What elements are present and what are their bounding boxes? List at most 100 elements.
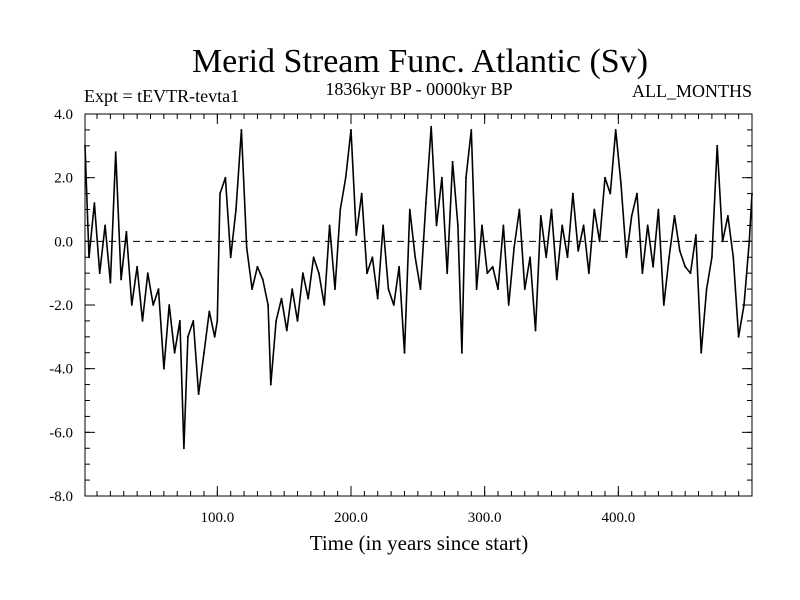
data-point — [328, 224, 331, 227]
data-point — [208, 310, 211, 313]
data-point — [312, 256, 315, 259]
data-point — [414, 256, 417, 259]
data-point — [267, 304, 269, 306]
data-point — [507, 304, 510, 306]
data-point — [366, 272, 368, 275]
data-point — [141, 320, 144, 322]
plot-frame — [84, 113, 753, 497]
series-line — [84, 125, 753, 450]
data-point — [307, 297, 310, 300]
data-point — [705, 288, 708, 290]
data-point — [163, 367, 165, 370]
data-point — [673, 215, 676, 217]
y-tick-label: -4.0 — [49, 362, 73, 378]
y-tick-label: -2.0 — [49, 298, 73, 314]
data-point — [689, 272, 692, 275]
data-point — [213, 335, 216, 338]
data-point — [355, 234, 358, 236]
data-point — [529, 256, 531, 259]
data-point — [662, 304, 665, 306]
data-point — [88, 256, 90, 259]
data-point — [360, 192, 363, 195]
data-point — [461, 351, 463, 354]
data-point — [93, 202, 96, 205]
data-point — [513, 246, 515, 249]
data-point — [721, 240, 724, 243]
data-point — [240, 129, 243, 131]
data-point — [371, 256, 374, 259]
data-point — [251, 288, 254, 290]
data-point — [470, 129, 473, 131]
data-point — [566, 256, 569, 259]
data-point — [261, 278, 264, 281]
data-point — [604, 176, 606, 179]
data-point — [625, 256, 628, 259]
data-point — [136, 265, 139, 268]
data-point — [302, 272, 304, 275]
data-point — [104, 224, 106, 227]
data-point — [518, 208, 521, 211]
data-point — [732, 256, 735, 259]
data-point — [235, 208, 237, 211]
data-point — [727, 215, 729, 217]
y-tick-label: 0.0 — [54, 234, 73, 250]
data-point — [598, 240, 601, 243]
data-point — [296, 320, 299, 322]
data-point — [146, 272, 149, 275]
data-point — [173, 351, 176, 354]
data-point — [318, 272, 320, 275]
data-point — [109, 281, 112, 284]
x-axis-label: Time (in years since start) — [310, 531, 529, 555]
data-point — [256, 265, 259, 268]
data-point — [114, 151, 117, 154]
x-tick-label: 300.0 — [468, 510, 502, 526]
time-range-label: 1836kyr BP - 0000kyr BP — [325, 79, 512, 99]
data-point — [486, 272, 489, 275]
data-point — [157, 288, 160, 290]
data-point — [245, 246, 248, 249]
data-point — [561, 224, 564, 227]
data-point — [620, 183, 622, 185]
data-point — [120, 278, 122, 281]
data-point — [700, 351, 703, 354]
data-point — [614, 129, 617, 131]
data-point — [609, 192, 612, 195]
data-point — [334, 288, 336, 290]
months-label: ALL_MONTHS — [632, 81, 752, 101]
data-point — [179, 320, 181, 322]
data-point — [593, 208, 596, 211]
data-point — [695, 234, 697, 236]
data-point — [344, 176, 347, 179]
data-point — [539, 215, 542, 217]
data-point — [716, 144, 719, 147]
data-point — [641, 272, 644, 275]
data-point — [502, 224, 505, 227]
data-point — [572, 192, 574, 195]
data-point — [183, 447, 185, 450]
data-point — [497, 288, 499, 290]
x-tick-label: 400.0 — [601, 510, 635, 526]
data-point — [748, 240, 751, 243]
data-point — [451, 160, 454, 163]
data-point — [269, 383, 272, 386]
data-point — [534, 329, 537, 332]
data-point — [743, 304, 745, 306]
data-point — [280, 297, 283, 300]
data-point — [168, 304, 171, 306]
data-point — [339, 208, 342, 211]
data-point — [425, 202, 427, 205]
data-point — [197, 393, 200, 395]
data-point — [678, 250, 681, 252]
data-point — [684, 265, 687, 268]
data-point — [98, 272, 101, 275]
data-point — [285, 329, 288, 332]
data-point — [577, 250, 580, 252]
data-point — [350, 129, 352, 131]
data-point — [668, 256, 670, 259]
data-point — [435, 224, 438, 227]
data-point — [630, 215, 633, 217]
data-point — [408, 208, 411, 211]
y-tick-label: -6.0 — [49, 425, 73, 441]
data-point — [652, 265, 654, 268]
data-point — [130, 304, 133, 306]
